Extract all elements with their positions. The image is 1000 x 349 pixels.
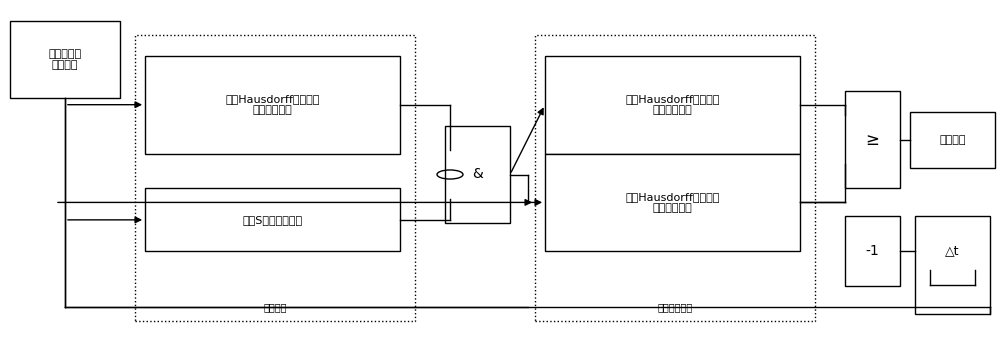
FancyBboxPatch shape [845,91,900,188]
FancyBboxPatch shape [545,154,800,251]
FancyBboxPatch shape [135,35,415,321]
Text: -1: -1 [866,244,879,258]
Text: 参量S过流判断越限: 参量S过流判断越限 [242,215,303,225]
Text: 改进Hausdorff距离算法
相似判断越限: 改进Hausdorff距离算法 相似判断越限 [625,192,720,213]
FancyBboxPatch shape [545,56,800,154]
Text: ≥: ≥ [866,131,879,149]
Text: 速动模式: 速动模式 [263,302,287,312]
Text: △t: △t [945,244,960,257]
FancyBboxPatch shape [145,188,400,251]
Text: 疑似饱和模式: 疑似饱和模式 [657,302,693,312]
FancyBboxPatch shape [445,126,510,223]
FancyBboxPatch shape [535,35,815,321]
FancyBboxPatch shape [910,112,995,168]
Text: 保护出口: 保护出口 [939,135,966,144]
Text: 改进Hausdorff距离算法
相似比例越限: 改进Hausdorff距离算法 相似比例越限 [625,94,720,116]
Text: 改进Hausdorff距离算法
相似判断越限: 改进Hausdorff距离算法 相似判断越限 [225,94,320,116]
FancyBboxPatch shape [845,216,900,286]
Text: &: & [472,168,483,181]
Text: 电流采样值
数据输入: 电流采样值 数据输入 [48,49,82,70]
FancyBboxPatch shape [10,21,120,98]
FancyBboxPatch shape [915,216,990,314]
FancyBboxPatch shape [145,56,400,154]
